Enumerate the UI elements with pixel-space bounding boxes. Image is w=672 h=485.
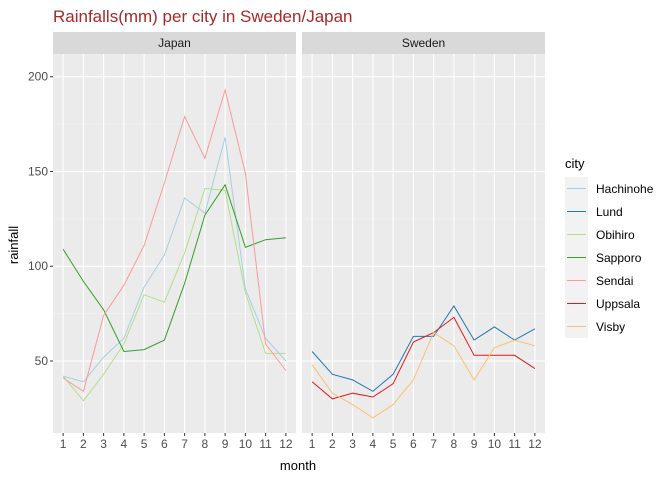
y-axis-label: rainfall bbox=[6, 226, 21, 264]
x-tick-label: 7 bbox=[430, 437, 437, 451]
y-tick-label: 200 bbox=[28, 70, 48, 84]
series-line-sapporo bbox=[62, 183, 286, 353]
x-tick-label: 8 bbox=[202, 437, 209, 451]
x-tick-label: 6 bbox=[161, 437, 168, 451]
panel-background-sweden bbox=[302, 54, 545, 433]
x-tick-label: 2 bbox=[329, 437, 336, 451]
y-tick-label: 100 bbox=[28, 259, 48, 273]
x-tick-label: 7 bbox=[181, 437, 188, 451]
legend-label-lund: Lund bbox=[596, 205, 623, 219]
x-tick-label: 2 bbox=[80, 437, 87, 451]
x-tick-label: 12 bbox=[279, 437, 293, 451]
series-line-obihiro bbox=[62, 187, 286, 402]
y-tick-label: 150 bbox=[28, 164, 48, 178]
x-tick-label: 11 bbox=[508, 437, 521, 451]
panel-background-japan bbox=[53, 54, 296, 433]
facet-label-sweden: Sweden bbox=[402, 36, 445, 50]
x-tick-label: 9 bbox=[222, 437, 229, 451]
x-tick-label: 11 bbox=[259, 437, 272, 451]
x-tick-label: 5 bbox=[141, 437, 148, 451]
y-tick-label: 50 bbox=[35, 354, 49, 368]
x-tick-label: 1 bbox=[60, 437, 67, 451]
series-line-hachinohe bbox=[62, 137, 287, 383]
legend-label-sendai: Sendai bbox=[596, 274, 633, 288]
legend-label-sapporo: Sapporo bbox=[596, 251, 642, 265]
x-tick-label: 5 bbox=[390, 437, 397, 451]
x-axis-label: month bbox=[280, 458, 316, 473]
x-tick-label: 3 bbox=[100, 437, 107, 451]
x-tick-label: 4 bbox=[121, 437, 128, 451]
series-line-visby bbox=[311, 331, 536, 419]
facet-label-japan: Japan bbox=[158, 36, 191, 50]
legend-title: city bbox=[565, 156, 585, 171]
x-tick-label: 6 bbox=[410, 437, 417, 451]
x-tick-label: 12 bbox=[528, 437, 542, 451]
legend-label-hachinohe: Hachinohe bbox=[596, 182, 654, 196]
facet-strip-japan bbox=[53, 32, 296, 54]
chart-title: Rainfalls(mm) per city in Sweden/Japan bbox=[53, 7, 353, 26]
x-tick-label: 10 bbox=[488, 437, 502, 451]
legend: Hachinohe Lund Obihiro Sapporo Sendai Uppsala… bbox=[565, 177, 654, 338]
x-tick-label: 10 bbox=[239, 437, 253, 451]
legend-label-obihiro: Obihiro bbox=[596, 228, 635, 242]
series-line-lund bbox=[311, 305, 536, 392]
facet-strip-sweden bbox=[302, 32, 545, 54]
x-tick-label: 9 bbox=[471, 437, 478, 451]
series-line-uppsala bbox=[311, 316, 536, 400]
x-tick-label: 1 bbox=[309, 437, 316, 451]
x-tick-label: 8 bbox=[451, 437, 458, 451]
legend-label-visby: Visby bbox=[596, 320, 625, 334]
x-tick-label: 4 bbox=[370, 437, 377, 451]
series-line-sendai bbox=[62, 88, 287, 393]
legend-label-uppsala: Uppsala bbox=[596, 297, 640, 311]
x-tick-label: 3 bbox=[349, 437, 356, 451]
